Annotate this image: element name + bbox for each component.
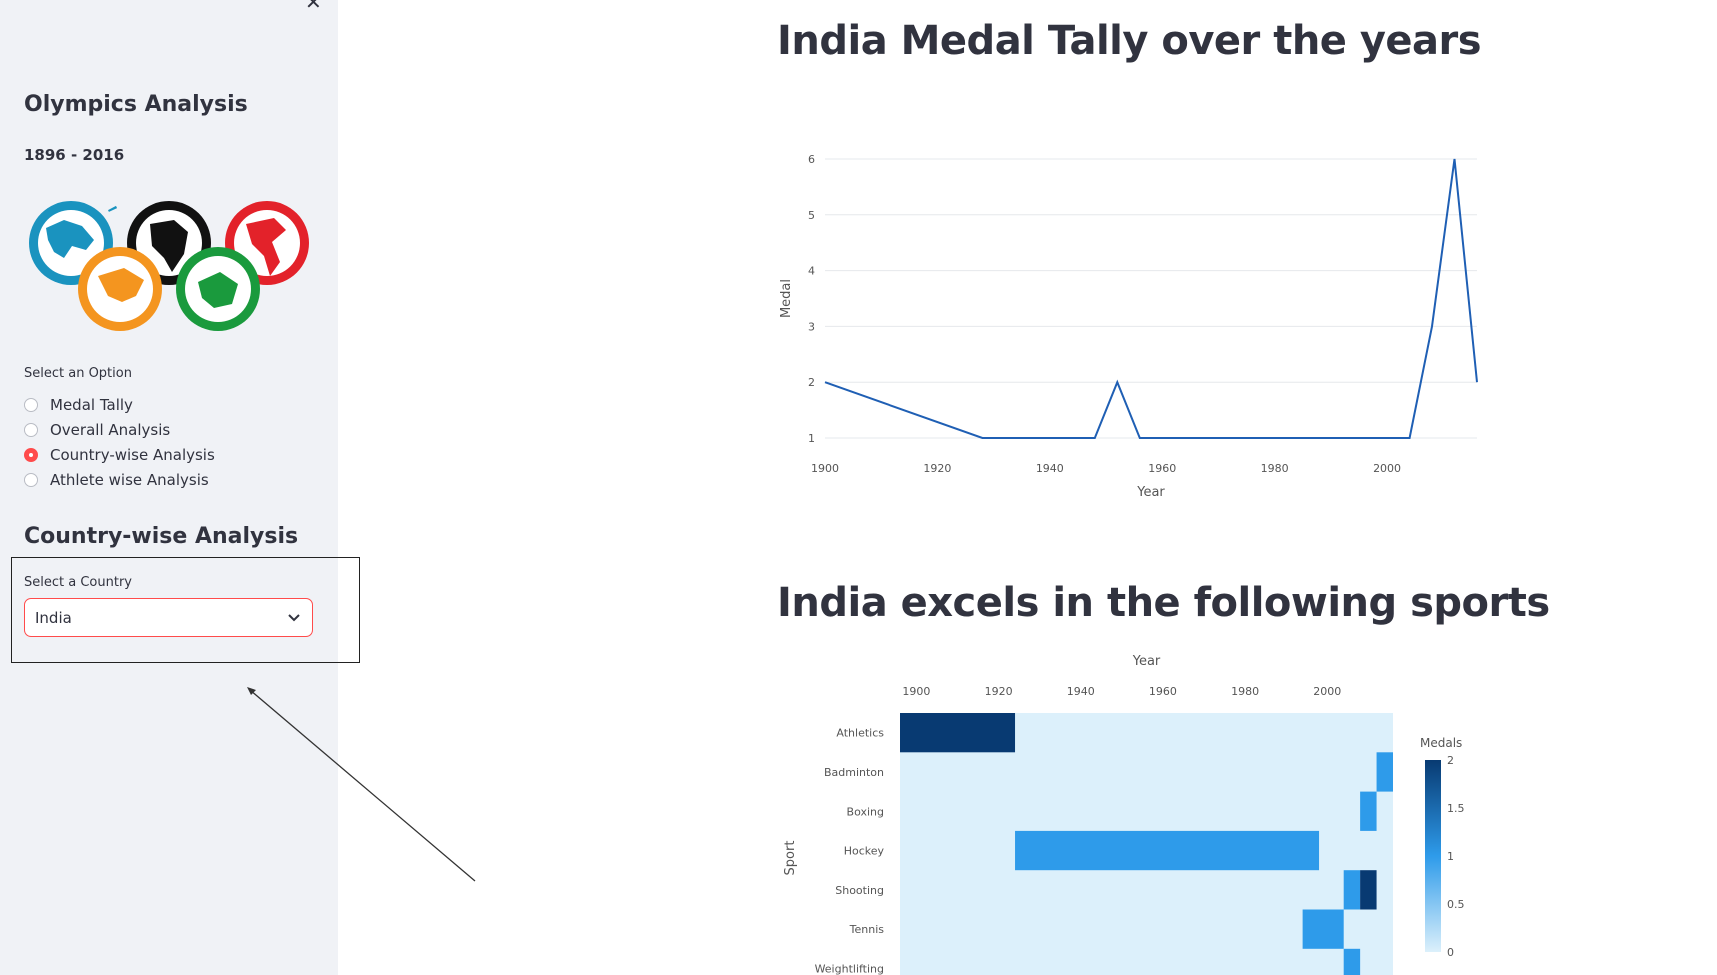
sport-tick-label: Shooting — [835, 884, 884, 897]
sidebar: ✕ Olympics Analysis 1896 - 2016 Select a… — [0, 0, 338, 975]
x-tick-label: 1920 — [923, 462, 951, 475]
radio-button-selected[interactable] — [24, 447, 38, 462]
radio-label: Overall Analysis — [50, 420, 171, 439]
y-tick-label: 3 — [808, 320, 815, 333]
x-tick-label: 1980 — [1261, 462, 1289, 475]
y-tick-label: 5 — [808, 209, 815, 222]
sport-tick-label: Weightlifting — [815, 962, 884, 975]
heatmap-cell — [1015, 830, 1320, 871]
x-tick-label: 1900 — [811, 462, 839, 475]
x-tick-label: 1920 — [985, 685, 1013, 698]
sport-tick-label: Tennis — [849, 923, 885, 936]
x-tick-label: 2000 — [1313, 685, 1341, 698]
australia-shape — [198, 272, 238, 308]
heatmap-cell — [1343, 948, 1361, 975]
y-tick-label: 2 — [808, 376, 815, 389]
colorbar-tick-label: 0.5 — [1447, 898, 1465, 911]
radio-button[interactable] — [24, 397, 38, 412]
y-tick-label: 4 — [808, 265, 815, 278]
y-tick-label: 6 — [808, 153, 815, 166]
x-tick-label: 1980 — [1231, 685, 1259, 698]
colorbar-title: Medals — [1420, 736, 1462, 750]
year-range: 1896 - 2016 — [24, 146, 125, 164]
sports-heading: India excels in the following sports — [777, 580, 1550, 626]
sport-tick-label: Badminton — [824, 766, 884, 779]
heatmap-cell — [1302, 909, 1344, 949]
americas-shape — [246, 218, 286, 276]
sports-heatmap: Athletics Badminton Boxing Hockey Shooting Te… — [783, 654, 1465, 975]
country-select-value: India — [35, 608, 72, 627]
x-tick-label: 1940 — [1036, 462, 1064, 475]
heatmap-cell — [1360, 791, 1377, 831]
europe-shape — [46, 220, 94, 258]
country-select-label: Select a Country — [24, 575, 132, 590]
radio-button[interactable] — [24, 422, 38, 437]
y-axis-title: Medal — [779, 279, 794, 318]
section-title: Country-wise Analysis — [24, 524, 299, 549]
colorbar-tick-label: 0 — [1447, 946, 1454, 959]
x-axis-title: Year — [1132, 654, 1161, 669]
radio-button[interactable] — [24, 472, 38, 487]
app-title: Olympics Analysis — [24, 92, 248, 117]
x-axis-title: Year — [1136, 485, 1165, 500]
medal-tally-line-chart: 1 2 3 4 5 6 1900 1920 1940 1960 1980 2000 Year Medal — [779, 153, 1478, 500]
y-tick-label: 1 — [808, 432, 815, 445]
sport-tick-label: Boxing — [847, 805, 884, 818]
option-radio-group: Medal Tally Overall Analysis Country-wis… — [24, 392, 215, 492]
annotation-arrow-icon — [247, 687, 476, 882]
select-option-label: Select an Option — [24, 366, 132, 381]
x-tick-label: 1940 — [1067, 685, 1095, 698]
heatmap-cell — [1360, 870, 1377, 910]
colorbar — [1425, 760, 1441, 952]
close-sidebar-icon[interactable]: ✕ — [305, 0, 322, 14]
radio-label: Country-wise Analysis — [50, 445, 215, 464]
radio-label: Medal Tally — [50, 395, 133, 414]
annotation-highlight-box — [11, 557, 360, 663]
colorbar-tick-label: 2 — [1447, 754, 1454, 767]
radio-medal-tally[interactable]: Medal Tally — [24, 392, 215, 417]
olympic-rings-logo-icon — [29, 201, 309, 331]
chevron-down-icon — [288, 613, 300, 621]
heatmap-cell — [900, 713, 1016, 753]
sport-tick-label: Athletics — [836, 727, 884, 740]
asia-shape — [98, 268, 144, 302]
country-select[interactable]: India — [24, 598, 313, 637]
colorbar-tick-label: 1.5 — [1447, 802, 1465, 815]
x-tick-label: 1960 — [1148, 462, 1176, 475]
radio-overall-analysis[interactable]: Overall Analysis — [24, 417, 215, 442]
medal-tally-heading: India Medal Tally over the years — [777, 18, 1482, 64]
x-tick-label: 2000 — [1373, 462, 1401, 475]
y-axis-title: Sport — [783, 841, 798, 876]
africa-shape — [150, 220, 188, 272]
radio-label: Athlete wise Analysis — [50, 470, 209, 489]
x-tick-label: 1900 — [902, 685, 930, 698]
heatmap-cell — [1343, 870, 1361, 910]
medal-series-line — [824, 158, 1478, 439]
sport-tick-label: Hockey — [844, 845, 885, 858]
heatmap-cell — [1376, 752, 1393, 792]
colorbar-tick-label: 1 — [1447, 850, 1454, 863]
radio-country-wise-analysis[interactable]: Country-wise Analysis — [24, 442, 215, 467]
radio-athlete-wise-analysis[interactable]: Athlete wise Analysis — [24, 467, 215, 492]
x-tick-label: 1960 — [1149, 685, 1177, 698]
